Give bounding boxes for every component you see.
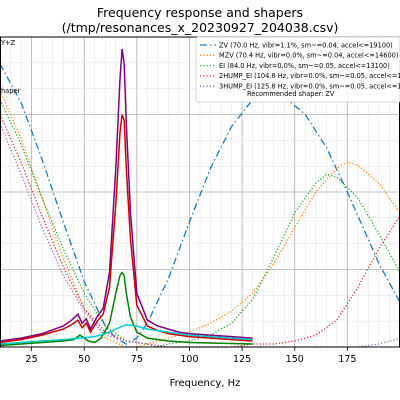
legend-box (195, 36, 400, 103)
shaper-line-1 (0, 90, 400, 348)
x-tick-label: 25 (26, 354, 38, 365)
x-tick-label: 125 (233, 354, 251, 365)
legend-entries: ZV (70.0 Hz, vibr=1.1%, sm~=0.04, accel<… (200, 41, 400, 91)
legend-entry-label: 3HUMP_EI (125.8 Hz, vibr=0.0%, sm~=0.05,… (219, 83, 400, 91)
legend: ZV (70.0 Hz, vibr=1.1%, sm~=0.04, accel<… (195, 36, 400, 103)
shaper-line-0 (0, 63, 400, 345)
x-axis-label: Frequency, Hz (170, 378, 241, 389)
x-tick-label: 150 (286, 354, 304, 365)
x-tick-label: 175 (338, 354, 356, 365)
chart-title: Frequency response and shapers (97, 5, 303, 20)
legend-entry-label: ZV (70.0 Hz, vibr=1.1%, sm~=0.04, accel<… (219, 41, 393, 49)
chart-subtitle: (/tmp/resonances_x_20230927_204038.csv) (62, 20, 339, 35)
legend-entry-label: EI (84.0 Hz, vibr=0.0%, sm~=0.05, accel<… (219, 62, 390, 70)
psd-line-0 (0, 48, 253, 342)
psd-line-1 (0, 114, 253, 344)
x-tick-label: 75 (131, 354, 143, 365)
legend-note: Recommended shaper: ZV (247, 90, 335, 98)
legend-entry-label: MZV (70.4 Hz, vibr=0.0%, sm~=0.04, accel… (219, 52, 398, 60)
x-tick-label: 100 (180, 354, 198, 365)
psd-line-2 (0, 271, 253, 347)
psd-line-3 (0, 323, 253, 345)
legend-entry-label: 2HUMP_EI (104.8 Hz, vibr=0.0%, sm~=0.05,… (219, 72, 400, 80)
left-fragment-1: Y+Z (0, 39, 16, 47)
shaper-line-2 (0, 99, 400, 348)
x-tick-label: 50 (78, 354, 90, 365)
x-ticks: 25 50 75 100 125 150 175 (26, 347, 356, 365)
psd-curves (0, 48, 253, 347)
left-fragment-2: haper (1, 87, 20, 95)
